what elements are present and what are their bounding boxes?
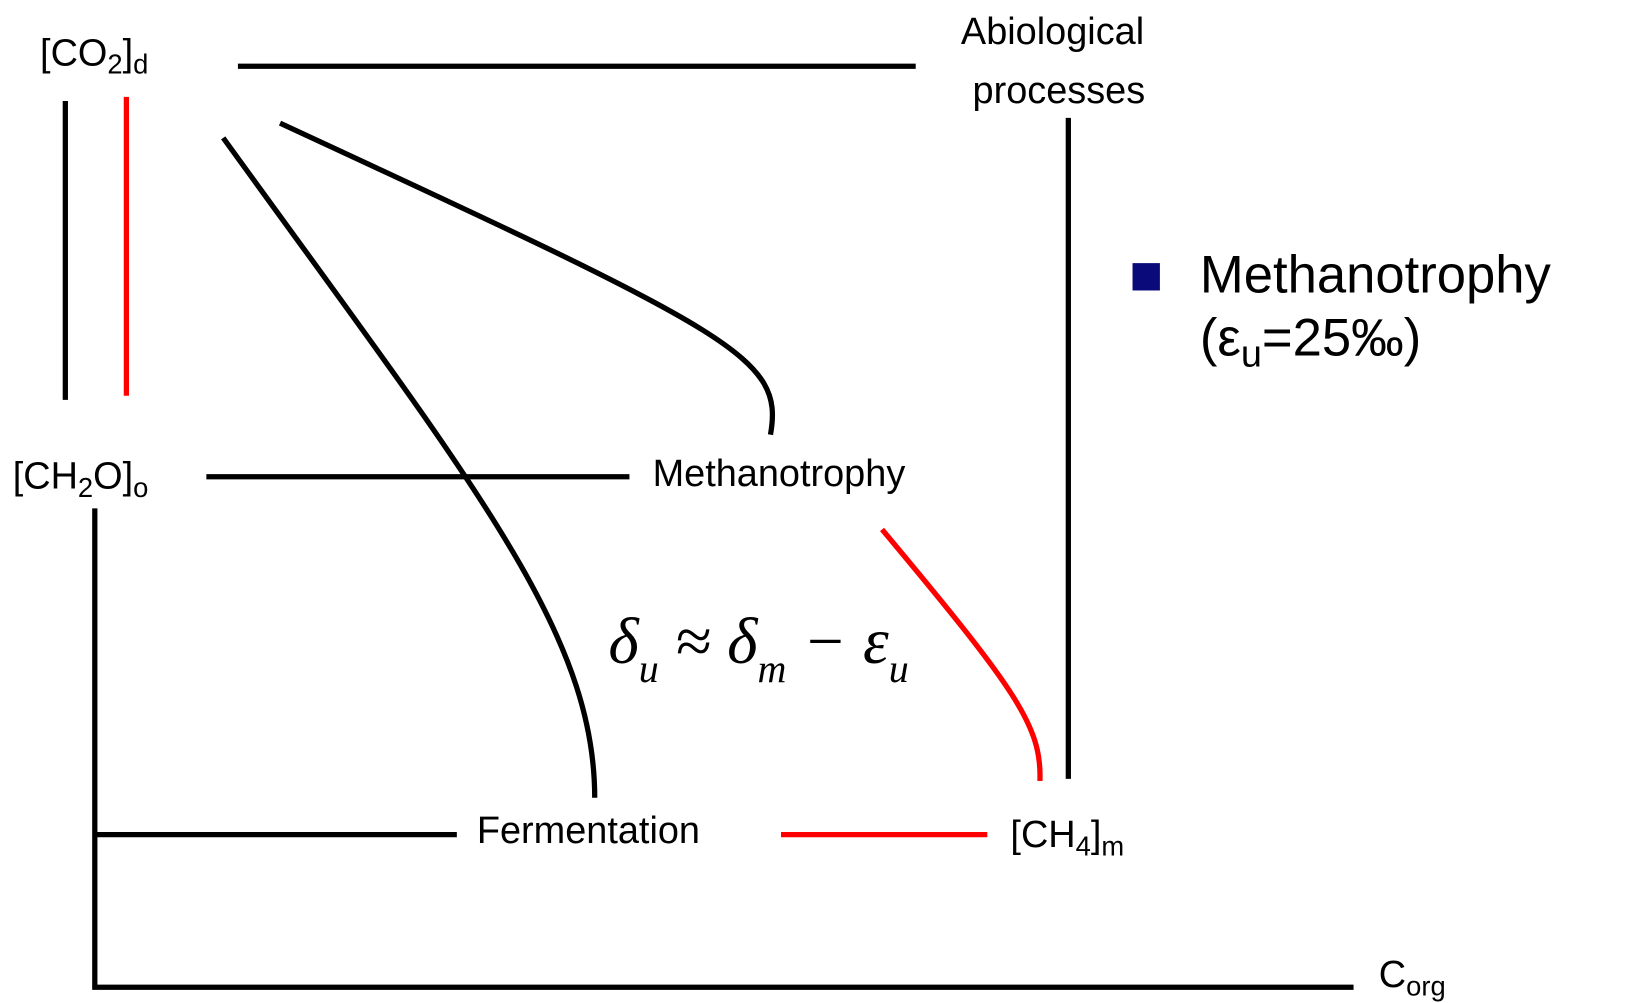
curved-arrow	[221, 136, 598, 798]
node-ch2o: [CH2O]o	[13, 455, 149, 502]
equation: δu ≈ δm − εu	[608, 606, 908, 691]
legend-detail: (εu=25‰)	[1200, 309, 1421, 376]
node-co2: [CO2]d	[40, 32, 148, 79]
legend-bullet	[1132, 263, 1160, 291]
node-abiological: Abiological	[961, 11, 1144, 53]
axis-label: Corg	[1379, 954, 1446, 1001]
node-methanotrophy: Methanotrophy	[653, 453, 906, 495]
curved-arrow	[880, 527, 1043, 782]
node-abiological: processes	[973, 70, 1146, 112]
node-fermentation: Fermentation	[477, 810, 700, 852]
axis-arrow	[92, 508, 1354, 990]
legend-title: Methanotrophy	[1200, 246, 1552, 305]
node-ch4: [CH4]m	[1010, 814, 1124, 861]
curved-arrow	[278, 120, 776, 436]
